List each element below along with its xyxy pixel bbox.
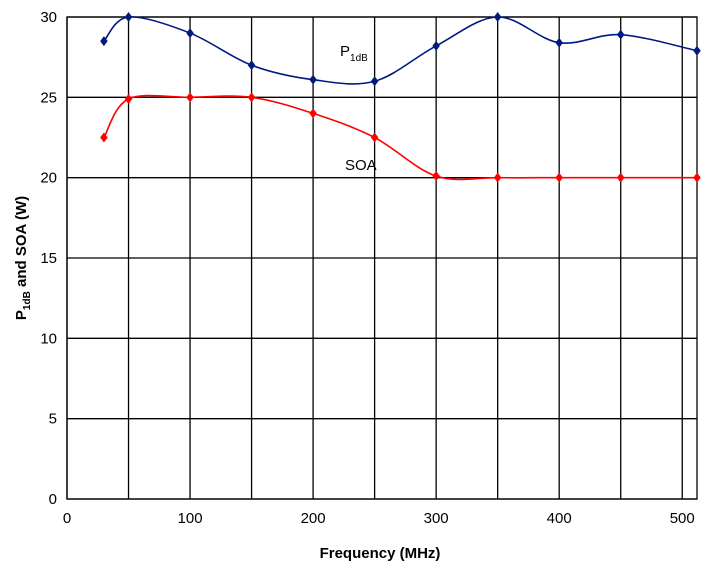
series-layer: [100, 12, 701, 183]
p1db-data-point: [693, 45, 701, 56]
soa-data-point: [186, 92, 194, 103]
y-tick-label: 5: [49, 411, 57, 428]
p1db-label-main: P: [340, 43, 350, 60]
soa-series-label: SOA: [345, 157, 377, 174]
y-tick-label: 15: [40, 250, 57, 267]
x-tick-label: 500: [670, 510, 695, 527]
p1db-data-point: [186, 28, 194, 39]
x-tick-label: 300: [424, 510, 449, 527]
y-tick-label: 30: [40, 9, 57, 26]
p1db-data-point: [124, 12, 133, 22]
y-tick-label: 0: [49, 491, 57, 508]
soa-data-point: [693, 172, 701, 183]
p1db-data-point: [616, 29, 625, 40]
plot-border: [66, 16, 698, 500]
y-axis-title-main: P: [13, 310, 30, 320]
y-tick-label: 10: [40, 330, 57, 347]
soa-data-point: [370, 132, 379, 143]
soa-data-point: [124, 93, 133, 104]
soa-data-point: [555, 172, 563, 183]
x-axis-title: Frequency (MHz): [320, 545, 441, 562]
tick-layer: 0 100 200 300 400 500 0 5 10 15 20 25 30: [40, 9, 694, 527]
grid-layer: [66, 16, 698, 500]
y-tick-label: 25: [40, 89, 57, 106]
x-tick-label: 100: [178, 510, 203, 527]
p1db-data-point: [555, 37, 563, 48]
p1db-data-point: [247, 60, 256, 71]
p1db-data-point: [493, 12, 502, 22]
x-tick-label: 0: [63, 510, 71, 527]
p1db-data-point: [432, 40, 440, 51]
p1db-data-point: [100, 36, 108, 47]
soa-data-point: [432, 171, 440, 182]
y-axis-title-sub: 1dB: [22, 291, 33, 310]
p1db-label-sub: 1dB: [350, 53, 368, 64]
p1db-data-point: [309, 74, 317, 85]
y-axis-title-rest: and SOA (W): [13, 196, 30, 291]
p1db-series-label: P1dB: [340, 43, 368, 64]
soa-data-point: [247, 92, 256, 103]
soa-data-point: [309, 108, 317, 119]
p1db-series-line: [103, 16, 698, 85]
p1db-data-point: [370, 76, 379, 87]
x-tick-label: 200: [301, 510, 326, 527]
y-axis-title: P1dB and SOA (W): [13, 196, 33, 320]
soa-data-point: [100, 132, 108, 143]
soa-data-point: [493, 172, 502, 183]
x-tick-label: 400: [547, 510, 572, 527]
y-tick-label: 20: [40, 170, 57, 187]
soa-data-point: [616, 172, 625, 183]
soa-series-line: [103, 94, 697, 181]
